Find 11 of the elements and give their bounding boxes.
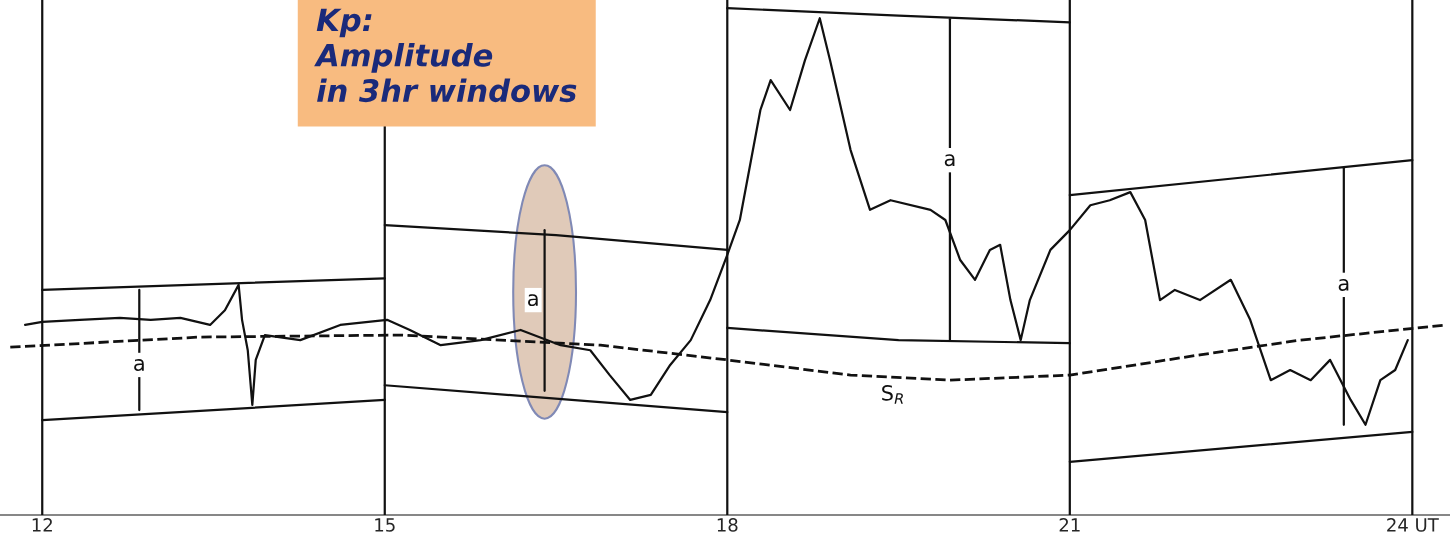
annotation: a [528, 294, 538, 307]
annotation: a [1338, 278, 1349, 291]
annotation: a [134, 359, 144, 372]
x-tick-label: 18 [717, 518, 738, 532]
x-tick-label: 21 [1059, 518, 1080, 532]
annotation: Kp: Amplitude in 3hr windows [314, 8, 577, 103]
x-tick-label: 15 [375, 518, 395, 532]
annotation: a [944, 154, 955, 167]
x-tick-label: 12 [32, 518, 52, 532]
x-tick-label: 24 UT [1387, 518, 1439, 532]
annotation: S$_{R}$ [882, 384, 903, 404]
